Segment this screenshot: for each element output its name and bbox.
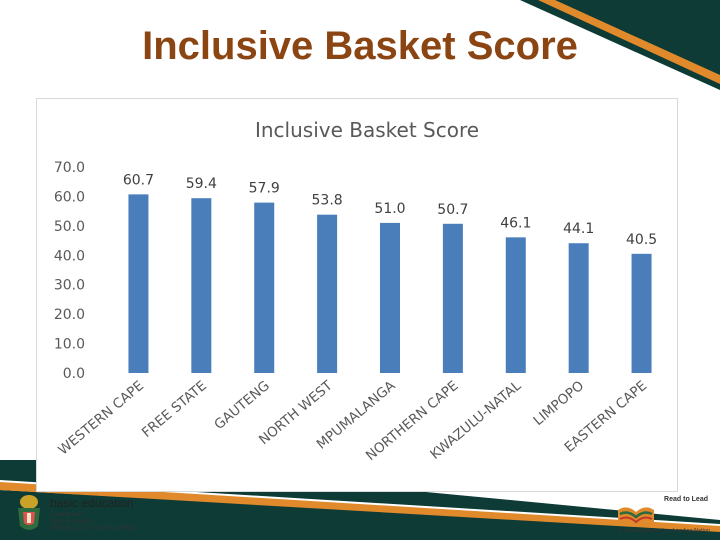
data-label: 53.8 <box>312 193 343 209</box>
logo-brand-text: basic education <box>50 496 134 510</box>
bar <box>128 194 149 373</box>
data-label: 44.1 <box>563 221 594 237</box>
data-label: 60.7 <box>123 172 154 188</box>
data-label: 59.4 <box>186 176 217 192</box>
bars <box>128 194 652 373</box>
logo-line-2: Basic Education <box>50 519 94 525</box>
bar-chart: Inclusive Basket Score 0.0 10.0 20.0 30.0 40… <box>54 118 657 464</box>
y-tick-label: 30.0 <box>54 278 85 294</box>
y-tick-label: 60.0 <box>54 189 85 205</box>
data-label: 40.5 <box>626 232 657 248</box>
y-tick-label: 50.0 <box>54 219 85 235</box>
bar <box>254 202 275 373</box>
bar <box>317 214 338 373</box>
read-to-lead-logo: Read to Lead A Reading Nation is a Leadi… <box>612 494 712 538</box>
data-labels: 60.7 59.4 57.9 53.8 51.0 50.7 46.1 44.1 40.5 <box>123 172 657 247</box>
data-label: 46.1 <box>500 215 531 231</box>
data-label: 57.9 <box>249 181 280 197</box>
slide-title: Inclusive Basket Score <box>142 24 578 68</box>
y-tick-label: 70.0 <box>54 160 85 176</box>
y-axis: 0.0 10.0 20.0 30.0 40.0 50.0 60.0 70.0 <box>54 160 85 382</box>
y-tick-label: 40.0 <box>54 248 85 264</box>
department-logo: basic education Department: Basic Educat… <box>12 492 162 536</box>
y-tick-label: 20.0 <box>54 307 85 323</box>
x-tick-label: FREE STATE <box>139 378 210 441</box>
bar <box>442 223 463 373</box>
x-tick-label: LIMPOPO <box>530 378 587 429</box>
bar <box>631 253 652 373</box>
data-label: 51.0 <box>374 201 405 217</box>
x-tick-label: GAUTENG <box>211 378 273 433</box>
bar <box>380 222 400 373</box>
x-tick-label: WESTERN CAPE <box>55 378 147 459</box>
bar <box>505 237 526 373</box>
y-tick-label: 10.0 <box>54 337 85 353</box>
data-label: 50.7 <box>437 202 468 218</box>
y-tick-label: 0.0 <box>63 366 85 382</box>
chart-frame: Inclusive Basket Score 0.0 10.0 20.0 30.0 40… <box>36 98 678 492</box>
coat-of-arms-icon <box>18 495 40 530</box>
chart-title: Inclusive Basket Score <box>255 118 479 142</box>
read-to-lead-tagline: A Reading Nation is a Leading Nation <box>618 528 710 534</box>
logo-line-1: Department: <box>50 512 84 518</box>
bar <box>568 243 589 373</box>
read-to-lead-title: Read to Lead <box>664 496 708 503</box>
top-right-decoration <box>520 0 720 90</box>
open-book-icon <box>618 507 654 526</box>
logo-line-3: REPUBLIC OF SOUTH AFRICA <box>50 526 137 532</box>
bar <box>191 198 212 373</box>
